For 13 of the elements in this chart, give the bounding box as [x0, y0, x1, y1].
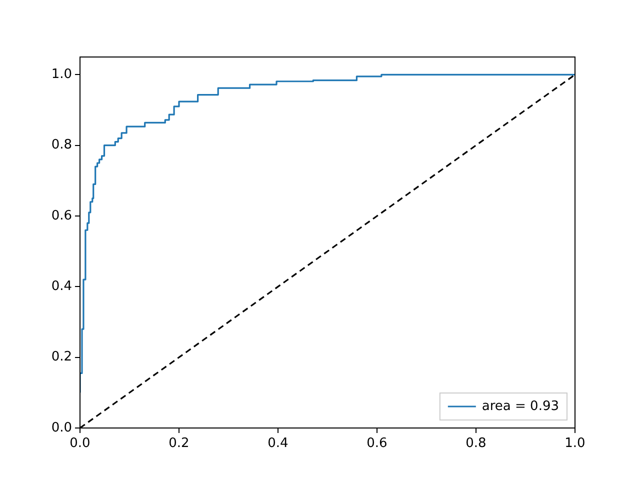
y-tick-label: 1.0	[51, 67, 72, 82]
y-tick-label: 0.4	[51, 279, 72, 294]
x-tick-label: 0.0	[70, 436, 90, 452]
y-tick-label: 0.6	[51, 208, 72, 224]
x-tick-label: 0.8	[466, 436, 486, 452]
x-tick-label: 0.6	[366, 436, 388, 452]
y-tick-label: 0.0	[51, 420, 72, 436]
x-tick-label: 0.4	[268, 436, 288, 452]
x-tick-label: 1.0	[564, 436, 586, 452]
y-tick-label: 0.8	[51, 138, 72, 153]
legend-label: area = 0.93	[482, 398, 559, 414]
x-tick-label: 0.2	[168, 436, 190, 452]
y-tick-label: 0.2	[51, 350, 72, 365]
